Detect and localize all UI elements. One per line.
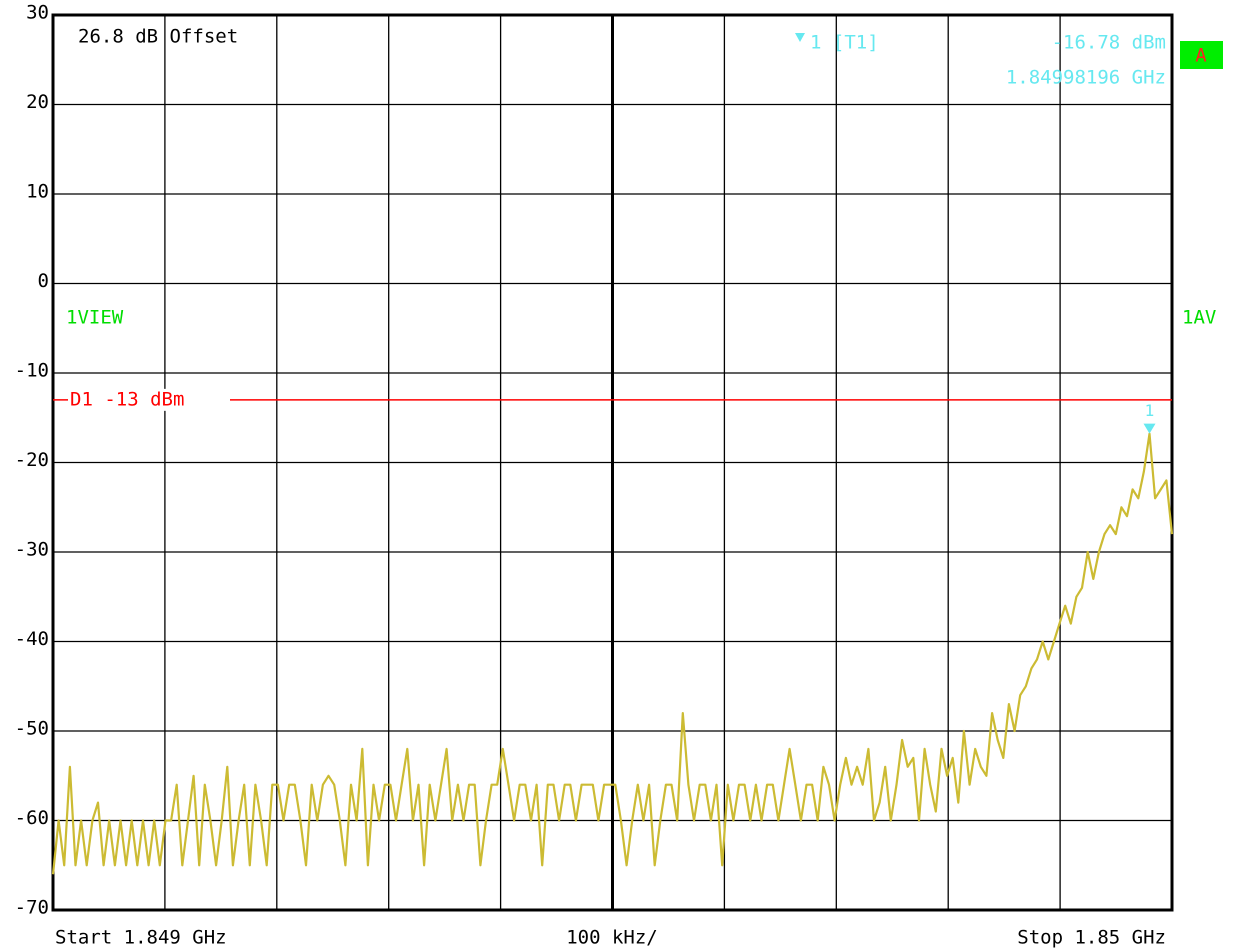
y-tick-label: 0 bbox=[38, 270, 49, 292]
y-tick-label: 30 bbox=[26, 2, 49, 24]
y-tick-label: -30 bbox=[15, 539, 49, 561]
trace bbox=[51, 432, 1174, 875]
marker-label: 1 bbox=[1145, 401, 1155, 420]
y-tick-label: -60 bbox=[15, 807, 49, 829]
y-tick-label: -10 bbox=[15, 360, 49, 382]
y-tick-label: -70 bbox=[15, 897, 49, 919]
marker bbox=[1143, 423, 1156, 434]
marker-value: -16.78 dBm bbox=[1052, 32, 1166, 54]
y-tick-label: -50 bbox=[15, 718, 49, 740]
marker-frequency: 1.84998196 GHz bbox=[1006, 67, 1166, 89]
trace-label: 1VIEW bbox=[66, 307, 124, 329]
stop-label: Stop 1.85 GHz bbox=[1017, 927, 1166, 949]
y-tick-label: -40 bbox=[15, 628, 49, 650]
annotation: 26.8 dB Offset bbox=[78, 26, 238, 48]
division-label: 100 kHz/ bbox=[566, 927, 658, 949]
plot-frame bbox=[51, 13, 1174, 912]
y-tick-label: 20 bbox=[26, 91, 49, 113]
badge: A bbox=[1195, 45, 1207, 67]
marker-symbol bbox=[795, 33, 805, 42]
display-line-label-bg bbox=[68, 388, 230, 411]
display-line-label: D1 -13 dBm bbox=[70, 388, 184, 410]
start-label: Start 1.849 GHz bbox=[55, 927, 227, 949]
y-tick-label: -20 bbox=[15, 449, 49, 471]
badge-box bbox=[1180, 41, 1223, 69]
marker-readout-label: 1 [T1] bbox=[810, 32, 879, 54]
y-tick-label: 10 bbox=[26, 181, 49, 203]
trace-label: 1AV bbox=[1182, 307, 1216, 329]
